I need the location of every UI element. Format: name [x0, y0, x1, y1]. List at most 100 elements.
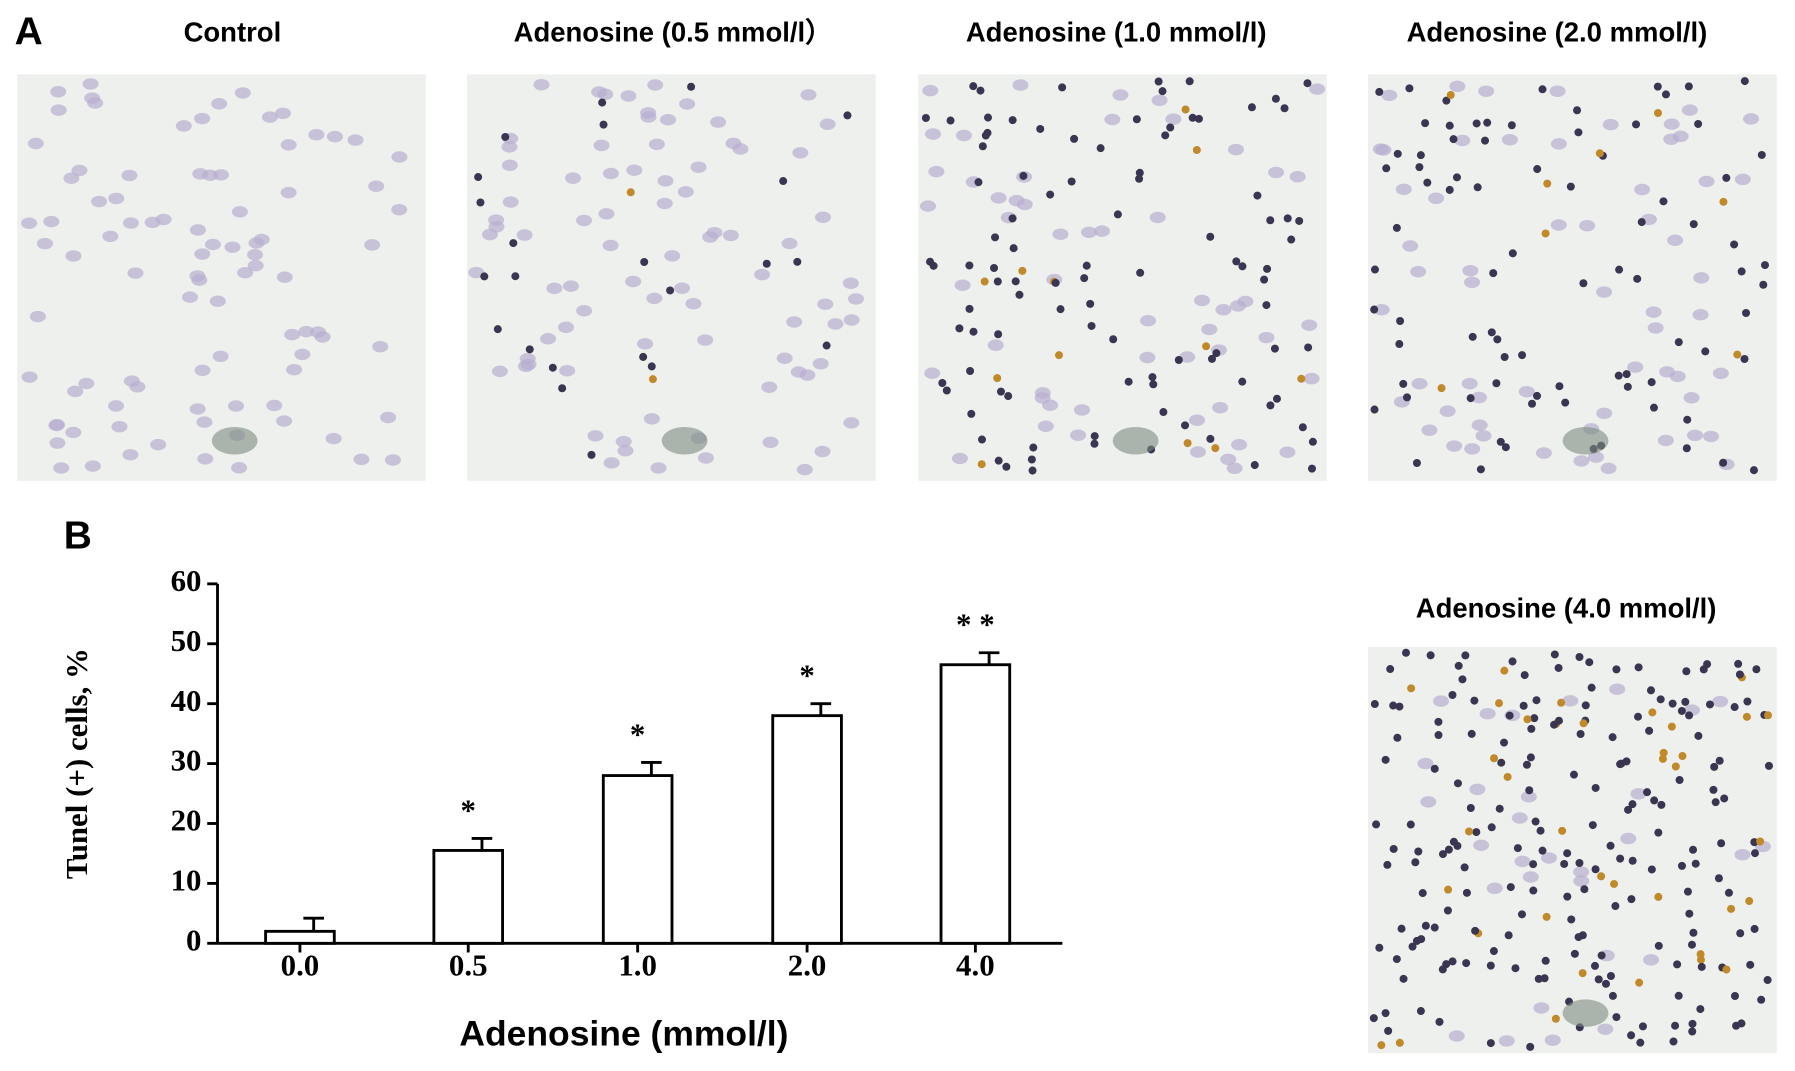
apoptotic-cell: [1538, 846, 1547, 855]
cell: [1373, 303, 1390, 316]
apoptotic-cell: [1527, 724, 1536, 733]
bar: [432, 849, 504, 945]
apoptotic-cell: [587, 450, 596, 459]
cell: [325, 432, 342, 445]
apoptotic-cell: [1522, 760, 1531, 769]
cell: [1411, 377, 1428, 390]
apoptotic-cell: [1464, 827, 1473, 836]
cell: [576, 214, 593, 227]
apoptotic-cell: [1554, 716, 1563, 725]
apoptotic-cell: [1688, 1019, 1697, 1028]
panel-label: A: [15, 11, 43, 54]
apoptotic-cell: [1445, 121, 1454, 130]
cell: [754, 268, 771, 281]
apoptotic-cell: [969, 82, 978, 91]
apoptotic-cell: [1540, 974, 1549, 983]
cell: [674, 282, 691, 294]
apoptotic-cell: [1624, 805, 1633, 814]
apoptotic-cell: [1669, 1037, 1678, 1046]
cell: [1683, 392, 1700, 404]
cell: [954, 279, 971, 291]
apoptotic-cell: [1506, 883, 1515, 892]
apoptotic-cell: [1136, 268, 1145, 277]
apoptotic-cell: [1503, 772, 1512, 781]
cell: [637, 338, 654, 350]
apoptotic-cell: [1558, 826, 1567, 835]
apoptotic-cell: [1486, 961, 1495, 970]
apoptotic-cell: [1543, 179, 1552, 188]
cell: [310, 326, 327, 338]
cell: [276, 271, 293, 283]
y-tick-label: 30: [171, 743, 202, 778]
apoptotic-cell: [1392, 955, 1401, 964]
cell: [615, 435, 632, 448]
x-axis-label: Adenosine (mmol/l): [459, 1013, 788, 1053]
apoptotic-cell: [1752, 665, 1761, 674]
cell: [800, 89, 817, 101]
apoptotic-cell: [1681, 697, 1690, 706]
apoptotic-cell: [1395, 1038, 1404, 1047]
bar: [601, 774, 674, 945]
apoptotic-cell: [1056, 305, 1065, 314]
apoptotic-cell: [1763, 975, 1772, 984]
cell: [1600, 462, 1617, 475]
apoptotic-cell: [1430, 923, 1439, 932]
apoptotic-cell: [978, 435, 987, 444]
apoptotic-cell: [1730, 240, 1739, 249]
apoptotic-cell: [1423, 178, 1432, 187]
apoptotic-cell: [1590, 961, 1599, 970]
apoptotic-cell: [525, 345, 534, 354]
apoptotic-cell: [1211, 444, 1220, 453]
x-tick-label: 2.0: [788, 948, 827, 983]
cell: [391, 151, 408, 163]
cell: [697, 334, 714, 346]
cell: [391, 203, 408, 216]
cell: [1215, 304, 1232, 316]
cell: [706, 226, 723, 239]
cell: [150, 438, 167, 451]
cell: [202, 169, 219, 181]
cell: [1080, 226, 1097, 239]
apoptotic-cell: [1393, 149, 1402, 158]
apoptotic-cell: [1714, 874, 1723, 883]
cell: [91, 195, 108, 208]
cell: [274, 107, 291, 120]
apoptotic-cell: [980, 277, 989, 286]
cell: [924, 128, 942, 140]
cell: [1698, 175, 1715, 188]
cell: [1432, 695, 1450, 707]
cell: [36, 237, 53, 250]
cell: [1070, 429, 1087, 441]
cell: [1514, 855, 1531, 868]
artifact: [1562, 427, 1609, 455]
x-tick-label: 4.0: [956, 948, 995, 983]
apoptotic-cell: [1567, 915, 1576, 924]
apoptotic-cell: [1671, 1021, 1680, 1030]
cell: [108, 400, 125, 412]
cell: [1562, 695, 1579, 707]
apoptotic-cell: [1421, 921, 1430, 930]
apoptotic-cell: [1667, 722, 1676, 731]
apoptotic-cell: [558, 384, 567, 393]
apoptotic-cell: [1505, 711, 1514, 720]
artifact: [1562, 999, 1609, 1027]
cell: [1309, 83, 1326, 95]
apoptotic-cell: [1401, 648, 1411, 657]
apoptotic-cell: [1297, 374, 1306, 383]
apoptotic-cell: [1654, 892, 1663, 901]
cell: [1712, 367, 1729, 380]
cell: [1544, 1034, 1561, 1046]
apoptotic-cell: [1764, 711, 1773, 720]
cell: [209, 295, 226, 307]
cell: [679, 98, 696, 110]
cell: [234, 87, 251, 99]
apoptotic-cell: [1570, 949, 1579, 958]
image-caption: Control: [184, 17, 282, 48]
cell: [814, 211, 832, 223]
cell: [181, 291, 199, 303]
apoptotic-cell: [990, 264, 999, 273]
apoptotic-cell: [1749, 466, 1758, 475]
apoptotic-cell: [1435, 1017, 1444, 1026]
cell: [1596, 286, 1613, 298]
